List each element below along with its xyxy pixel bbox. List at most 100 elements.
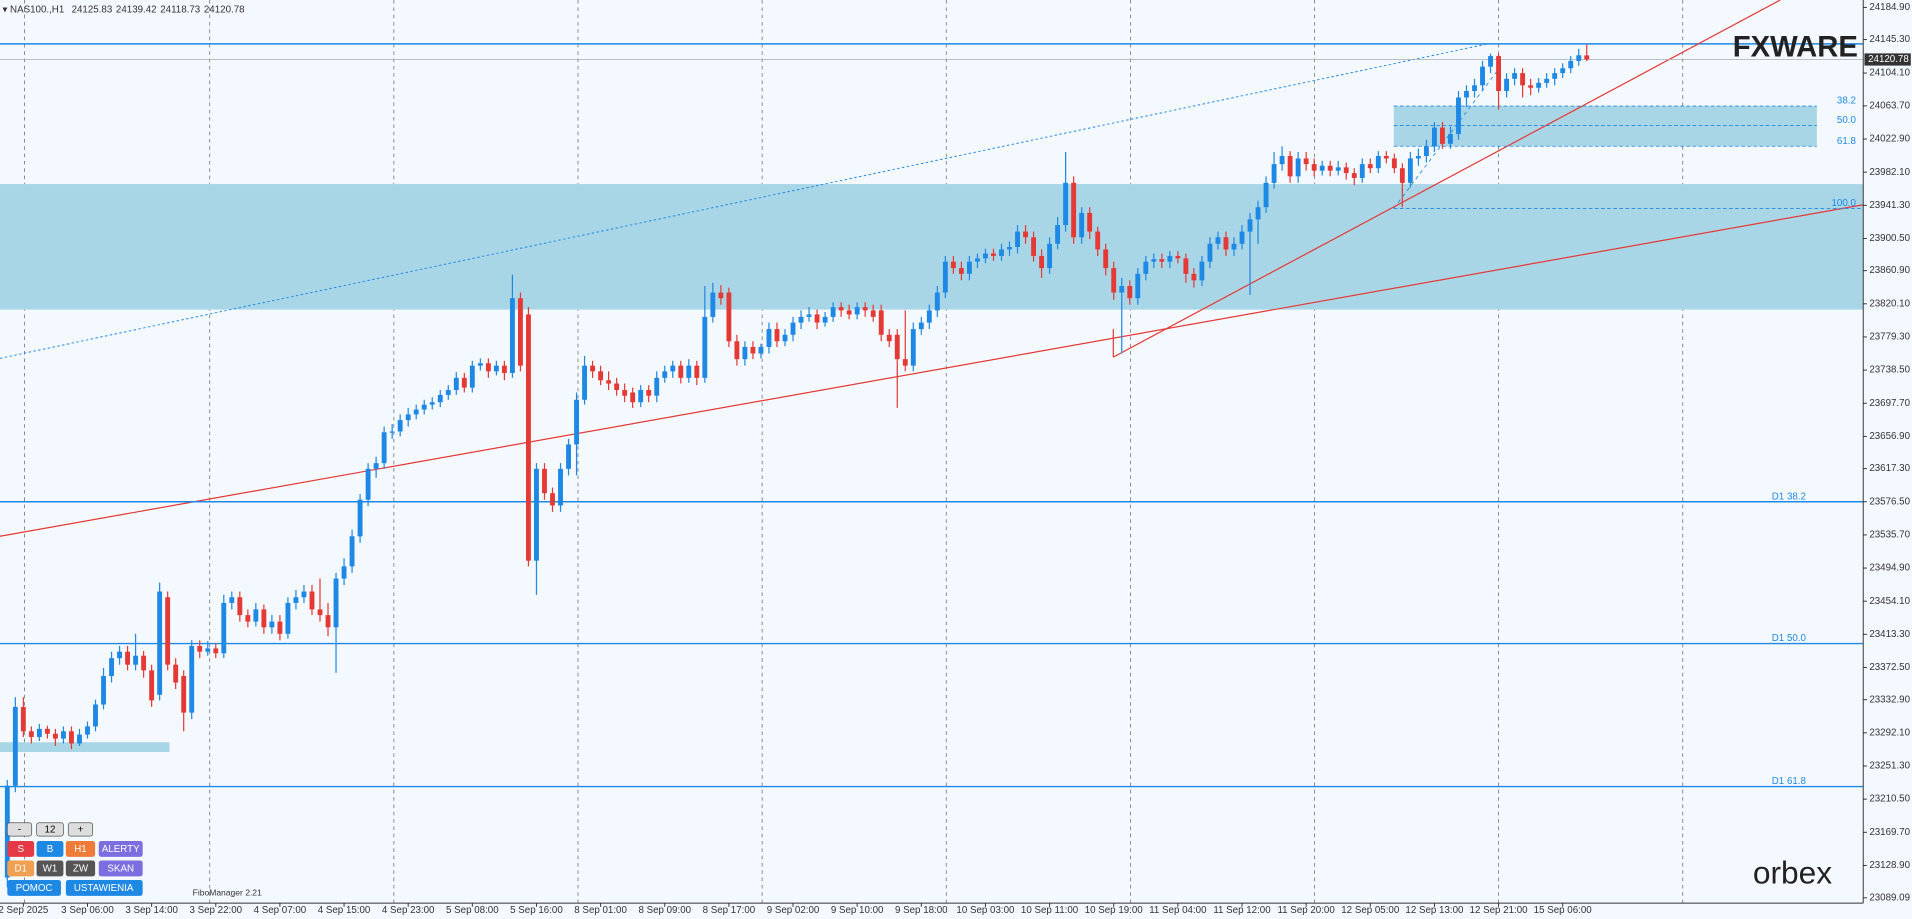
logo-bottom: orbex bbox=[1753, 855, 1832, 891]
candle-body bbox=[429, 402, 435, 405]
candle-body bbox=[814, 314, 820, 323]
x-tick-label: 9 Sep 18:00 bbox=[895, 905, 948, 916]
button-label: W1 bbox=[43, 864, 58, 875]
candle-body bbox=[1183, 258, 1189, 274]
collapse-arrow: ▾ bbox=[2, 4, 10, 15]
candle-body bbox=[918, 322, 924, 330]
candle-body bbox=[349, 536, 355, 567]
y-tick-label: 23169.70 bbox=[1869, 827, 1910, 838]
candle-body bbox=[1143, 261, 1149, 274]
candle-body bbox=[1199, 261, 1205, 281]
candle-body bbox=[1063, 182, 1069, 226]
y-tick-label: 23941.30 bbox=[1869, 200, 1910, 211]
candle-body bbox=[1544, 78, 1550, 83]
candle-body bbox=[1039, 255, 1045, 269]
y-tick-label: 23372.50 bbox=[1869, 662, 1910, 673]
candle-body bbox=[926, 310, 932, 323]
candle-body bbox=[574, 399, 579, 445]
candle-body bbox=[1568, 60, 1574, 69]
candle-body bbox=[974, 258, 980, 262]
candle-body bbox=[1175, 255, 1181, 259]
candle-body bbox=[52, 733, 58, 739]
button[interactable]: SKAN bbox=[98, 860, 143, 877]
button[interactable]: POMOC bbox=[7, 879, 61, 896]
count-label: 12 bbox=[45, 825, 56, 836]
x-tick-label: 4 Sep 23:00 bbox=[382, 905, 435, 916]
y-tick-label: 24063.70 bbox=[1869, 100, 1910, 111]
candle-body bbox=[77, 734, 82, 744]
candle-body bbox=[590, 365, 596, 372]
candle-body bbox=[790, 322, 796, 335]
candle-body bbox=[542, 468, 547, 494]
candle-body bbox=[1311, 164, 1317, 171]
candle-body bbox=[1071, 182, 1077, 238]
y-tick-label: 23494.90 bbox=[1869, 563, 1910, 574]
x-tick-label: 8 Sep 09:00 bbox=[638, 905, 691, 916]
candle-body bbox=[373, 463, 379, 469]
candle-body bbox=[870, 310, 876, 317]
x-tick-label: 11 Sep 12:00 bbox=[1213, 905, 1271, 916]
candle-body bbox=[630, 392, 636, 403]
y-tick-label: 23292.10 bbox=[1869, 727, 1910, 738]
candle-body bbox=[437, 394, 443, 403]
candle-body bbox=[1279, 156, 1285, 165]
candle-body bbox=[958, 268, 964, 274]
y-tick-label: 23697.70 bbox=[1869, 398, 1910, 409]
candle-body bbox=[1512, 73, 1518, 79]
candle-body bbox=[774, 329, 780, 342]
y-tick-label: 23535.70 bbox=[1869, 529, 1910, 540]
candle-body bbox=[686, 365, 692, 378]
button[interactable]: W1 bbox=[36, 860, 64, 877]
candle-body bbox=[670, 365, 676, 372]
count-field[interactable]: 12 bbox=[36, 822, 64, 837]
candle-body bbox=[1031, 237, 1036, 256]
candle-body bbox=[293, 597, 299, 603]
symbol: NAS100.,H1 bbox=[10, 4, 64, 15]
candle-body bbox=[1504, 78, 1510, 92]
candle-body bbox=[453, 377, 459, 391]
zone bbox=[0, 184, 1864, 310]
candle-body bbox=[221, 602, 227, 654]
y-tick-label: 23576.50 bbox=[1869, 496, 1910, 507]
plus-button[interactable]: + bbox=[67, 822, 94, 837]
button-label: ZW bbox=[73, 864, 89, 875]
candle-body bbox=[69, 731, 74, 744]
candle-body bbox=[1007, 247, 1012, 250]
candle-body bbox=[1111, 268, 1117, 293]
candle-body bbox=[862, 307, 868, 311]
button[interactable]: B bbox=[36, 840, 64, 857]
minus-button[interactable]: - bbox=[6, 822, 33, 837]
button[interactable]: H1 bbox=[65, 840, 96, 857]
open: 24125.83 bbox=[72, 4, 113, 15]
fibo-label: 38.2 bbox=[1837, 96, 1856, 107]
button[interactable]: D1 bbox=[7, 860, 35, 877]
candle-body bbox=[173, 664, 179, 683]
x-tick-label: 9 Sep 10:00 bbox=[831, 905, 884, 916]
x-tick-label: 5 Sep 16:00 bbox=[510, 905, 563, 916]
candle-body bbox=[638, 390, 644, 403]
current-price-tag bbox=[1864, 53, 1911, 66]
candle-body bbox=[1423, 146, 1429, 157]
button[interactable]: ZW bbox=[65, 860, 96, 877]
candle-body bbox=[509, 298, 515, 373]
candle-body bbox=[1431, 127, 1437, 147]
candle-body bbox=[1015, 231, 1020, 248]
candle-body bbox=[1528, 85, 1534, 88]
y-tick-label: 24104.10 bbox=[1869, 68, 1910, 79]
x-tick-label: 3 Sep 14:00 bbox=[125, 905, 178, 916]
button[interactable]: S bbox=[7, 840, 35, 857]
x-tick-label: 12 Sep 21:00 bbox=[1470, 905, 1529, 916]
y-tick-label: 23251.30 bbox=[1869, 761, 1910, 772]
x-tick-label: 3 Sep 22:00 bbox=[189, 905, 242, 916]
candle-body bbox=[285, 602, 291, 634]
candle-body bbox=[934, 292, 940, 311]
x-tick-label: 12 Sep 13:00 bbox=[1405, 905, 1464, 916]
x-tick-label: 3 Sep 06:00 bbox=[61, 905, 114, 916]
candle-body bbox=[1087, 212, 1093, 232]
x-tick-label: 9 Sep 02:00 bbox=[767, 905, 820, 916]
button[interactable]: USTAWIENIA bbox=[65, 879, 143, 896]
y-tick-label: 23617.30 bbox=[1869, 463, 1910, 474]
button[interactable]: ALERTY bbox=[98, 840, 143, 857]
candle-body bbox=[165, 597, 171, 665]
